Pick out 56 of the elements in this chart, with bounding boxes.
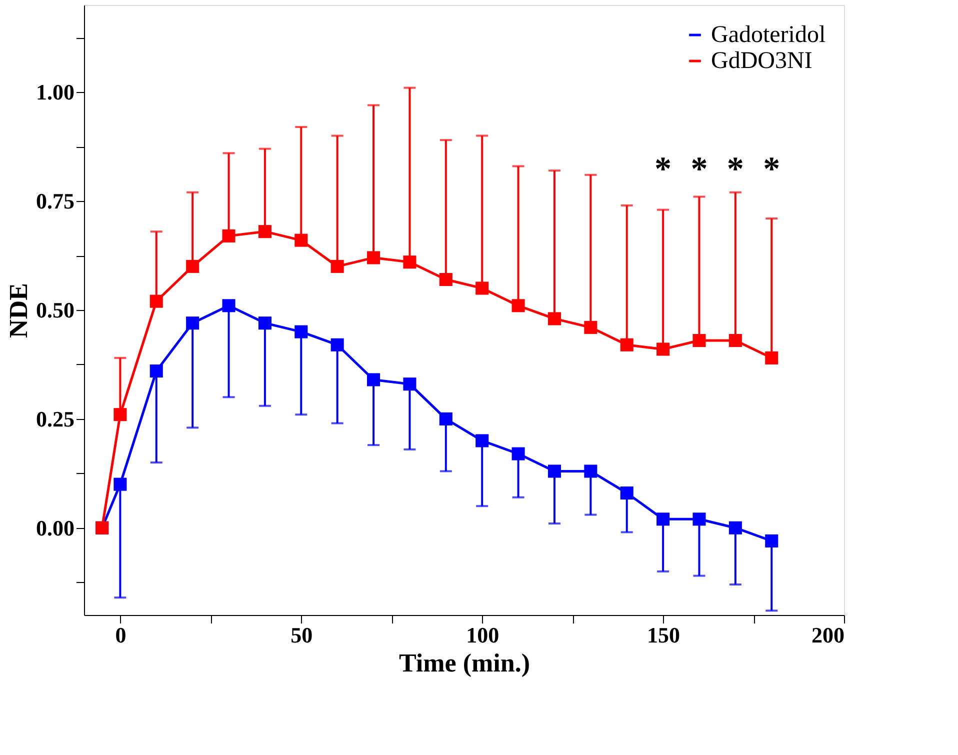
point <box>728 334 742 348</box>
x-tick-label: 100 <box>466 622 500 648</box>
point <box>656 512 670 526</box>
point <box>765 351 778 364</box>
point <box>548 464 561 478</box>
point <box>330 260 344 273</box>
annotation: * <box>763 151 780 188</box>
point <box>294 325 308 338</box>
x-tick-label: 50 <box>290 622 313 648</box>
y-tick-label: 0.50 <box>36 298 74 322</box>
point <box>620 486 634 500</box>
annotation: * <box>654 151 672 188</box>
point <box>258 316 272 330</box>
point <box>403 378 416 391</box>
point <box>692 334 706 348</box>
y-tick-label: 0.75 <box>36 188 74 214</box>
point <box>439 272 452 286</box>
point <box>584 464 598 478</box>
point <box>367 373 380 386</box>
legend-label: GdDO3NI <box>711 48 812 74</box>
point <box>512 447 525 460</box>
point <box>114 478 127 491</box>
point <box>222 229 236 242</box>
point <box>150 364 163 378</box>
point <box>548 312 561 326</box>
point <box>114 408 127 422</box>
y-tick-label: 1.00 <box>36 80 74 105</box>
point <box>186 316 200 330</box>
x-tick-label: 200 <box>812 622 844 648</box>
point <box>476 282 489 295</box>
point <box>330 338 344 352</box>
point <box>222 299 236 312</box>
y-tick-label: 0.00 <box>36 515 74 540</box>
point <box>512 299 525 312</box>
point <box>656 342 670 356</box>
x-tick-label: 0 <box>115 622 126 648</box>
x-tick-label: 150 <box>647 622 680 648</box>
point <box>692 512 706 526</box>
point <box>186 260 200 273</box>
point <box>620 338 634 352</box>
legend-label: Gadoteridol <box>711 22 826 48</box>
point <box>367 251 380 264</box>
point <box>439 412 452 426</box>
point <box>150 294 163 308</box>
x-axis-title: Time (min.) <box>399 648 530 678</box>
point <box>403 256 416 269</box>
point <box>294 234 308 247</box>
point <box>728 521 742 534</box>
annotation: * <box>726 151 744 188</box>
point <box>258 225 272 238</box>
point <box>476 434 489 448</box>
annotation: * <box>690 151 708 188</box>
point <box>584 320 598 334</box>
y-tick-label: 0.25 <box>36 406 74 432</box>
y-axis-title: NDE <box>4 283 33 338</box>
point <box>765 534 778 548</box>
